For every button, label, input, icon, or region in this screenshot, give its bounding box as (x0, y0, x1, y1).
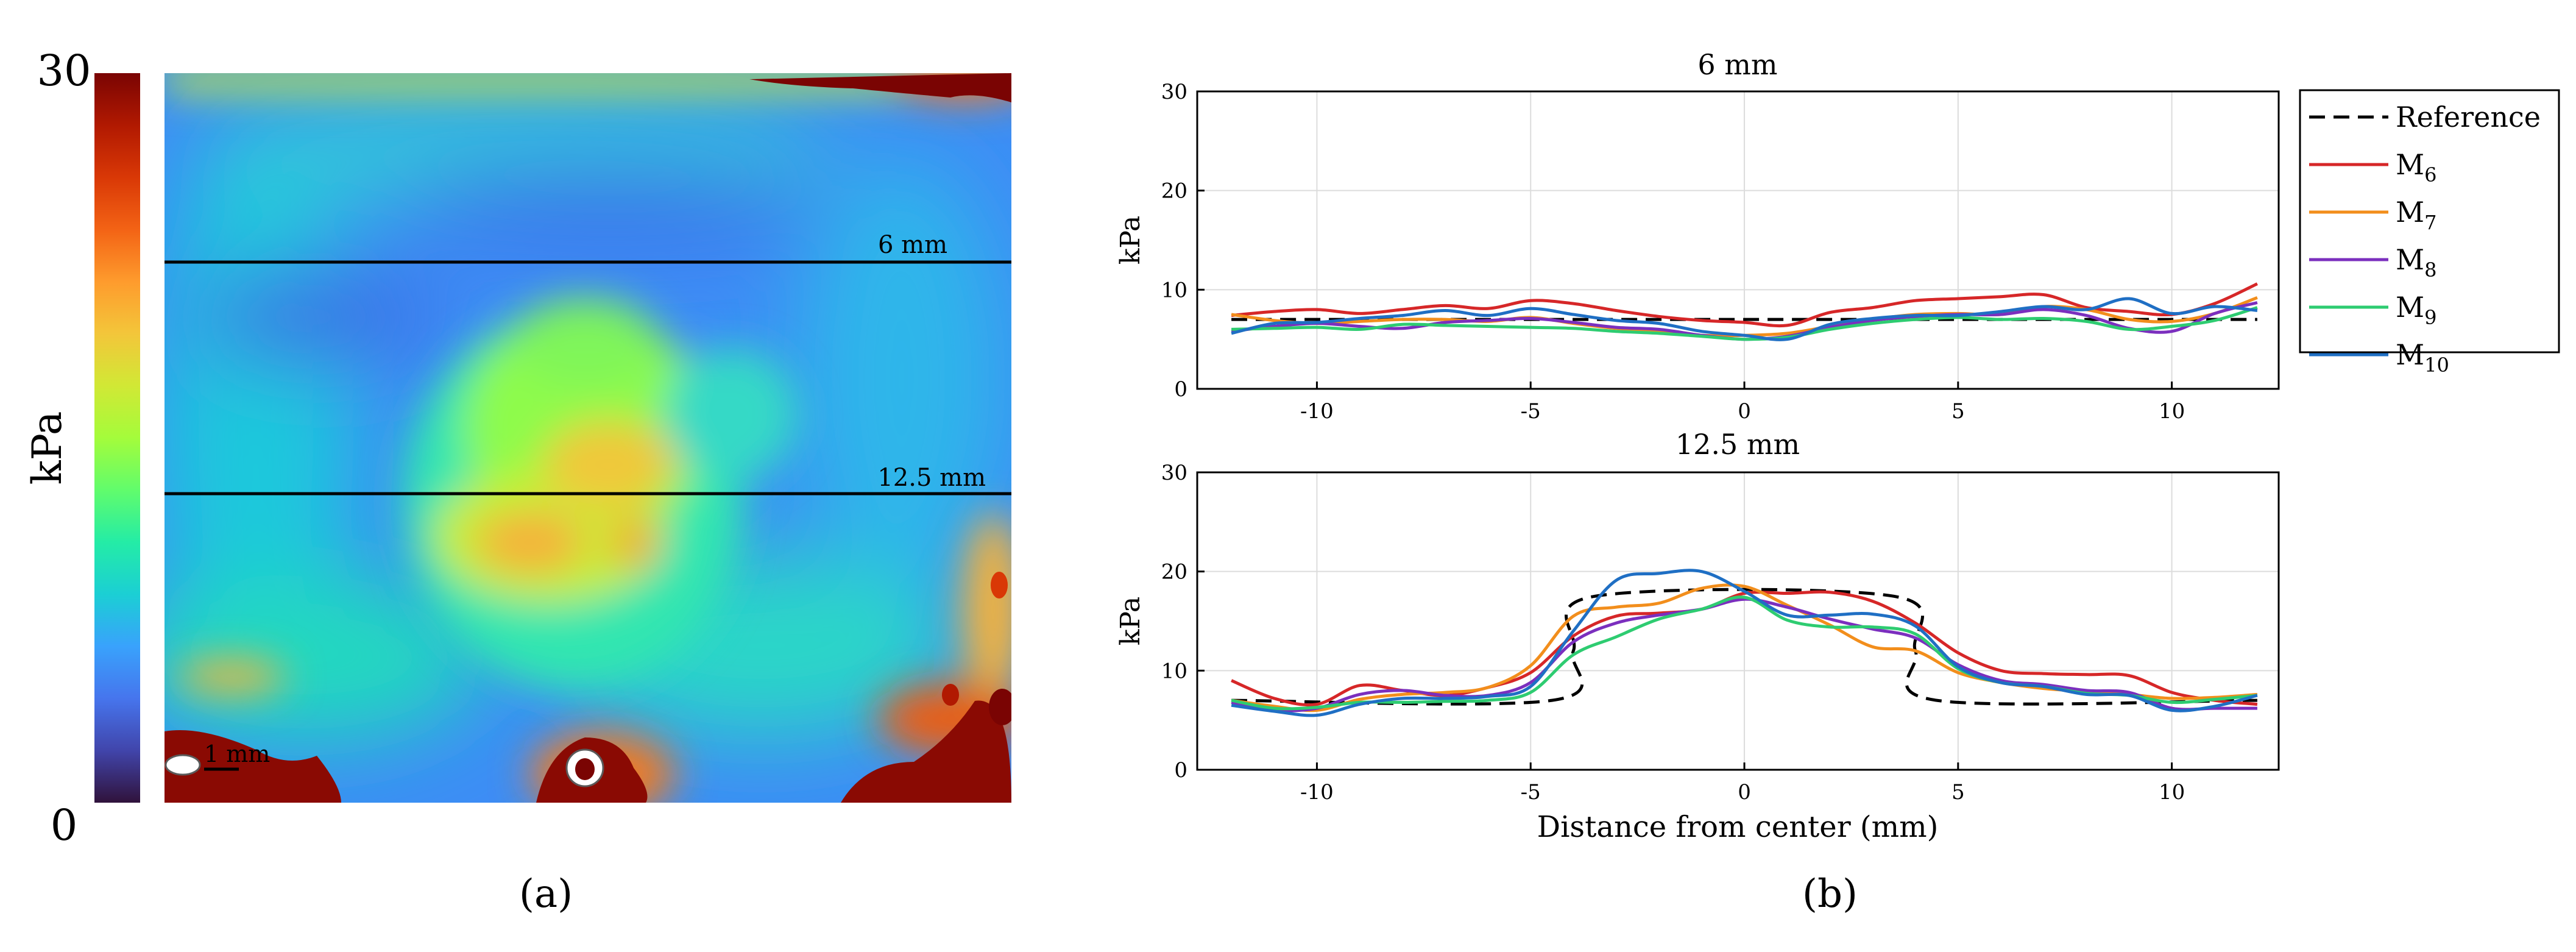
x-tick-label: 5 (1951, 780, 1965, 805)
panel-label-b: (b) (1802, 872, 1858, 917)
profile-line-12-5mm-label: 12.5 mm (877, 464, 986, 492)
x-tick-label: 10 (2159, 399, 2185, 424)
x-axis-label: Distance from center (mm) (1537, 810, 1939, 844)
x-tick-label: -5 (1521, 399, 1541, 424)
series-line-m8 (1231, 597, 2257, 712)
plot-title-6mm: 6 mm (1697, 48, 1777, 81)
elastogram-map (165, 73, 1011, 803)
series-line-m9 (1231, 306, 2258, 341)
y-tick-label: 10 (1161, 659, 1187, 683)
series-line-m10 (1231, 297, 2258, 341)
elastogram-panel: 30 0 kPa (24, 46, 1011, 850)
series-line-m10 (1231, 569, 2258, 717)
panel-label-a: (a) (519, 872, 573, 917)
y-tick-label: 30 (1161, 461, 1187, 485)
reference-line (1231, 588, 2257, 706)
y-tick-label: 0 (1174, 377, 1187, 402)
profile-plot-12-5mm: 12.5 mm 0 10 20 30 -10 -5 0 5 10 kPa Distance f… (1115, 428, 2280, 844)
profile-plot-6mm: 6 mm 0 10 20 30 -10 -5 0 5 10 kPa (1115, 48, 2280, 424)
reference-curve (1231, 588, 2257, 706)
y-axis-label: kPa (1115, 597, 1146, 646)
colorbar-max-label: 30 (37, 46, 91, 96)
colorbar (94, 73, 140, 803)
colorbar-label: kPa (24, 411, 71, 485)
plot-title-12-5mm: 12.5 mm (1675, 428, 1800, 461)
x-tick-label: -10 (1300, 780, 1334, 805)
x-tick-label: 5 (1951, 399, 1965, 424)
x-tick-label: -5 (1521, 780, 1541, 805)
y-tick-label: 20 (1161, 560, 1187, 584)
y-axis-label: kPa (1115, 216, 1146, 265)
x-tick-label: 0 (1738, 780, 1751, 805)
x-tick-label: -10 (1300, 399, 1334, 424)
x-tick-label: 10 (2159, 780, 2185, 805)
grid (1197, 472, 2279, 770)
colorbar-min-label: 0 (51, 800, 78, 850)
y-tick-label: 20 (1161, 179, 1187, 204)
y-tick-label: 10 (1161, 278, 1187, 302)
profile-line-6mm-label: 6 mm (878, 231, 947, 259)
y-tick-label: 30 (1161, 80, 1187, 104)
x-tick-label: 0 (1738, 399, 1751, 424)
legend-label-m10: M10 (2396, 338, 2449, 377)
series-line-m6 (1231, 282, 2258, 328)
plot-frame (1196, 90, 2280, 390)
plot-frame (1196, 471, 2280, 771)
legend-label-reference: Reference (2396, 101, 2541, 133)
grid (1197, 91, 2279, 389)
y-tick-label: 0 (1174, 758, 1187, 783)
scale-bar-label: 1 mm (204, 741, 270, 767)
